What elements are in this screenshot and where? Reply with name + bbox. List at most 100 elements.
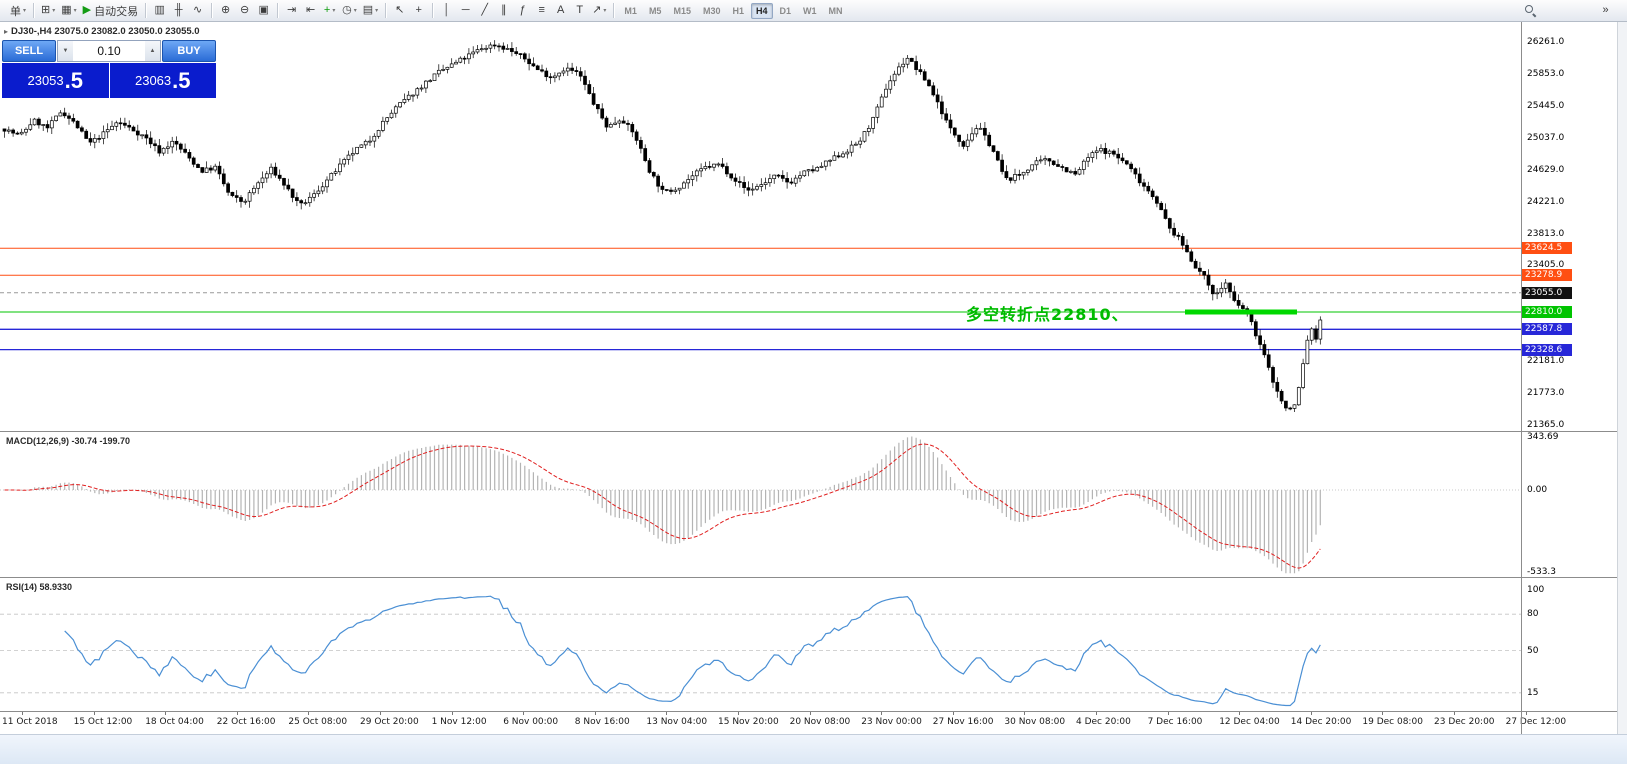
template-button[interactable]: ▤ ▾ — [360, 2, 381, 20]
timeframe-w1-button[interactable]: W1 — [798, 3, 822, 19]
vertical-line-button[interactable]: │ — [437, 2, 456, 20]
price-axis: 26261.0 25853.0 25445.0 25037.0 24629.0 24221… — [1522, 22, 1617, 734]
time-axis-label: 20 Nov 08:00 — [789, 717, 851, 727]
caret-down-icon: ▾ — [73, 8, 77, 14]
profiles-icon: ▦ — [61, 4, 72, 16]
text-button[interactable]: A — [551, 2, 570, 20]
timeframe-h1-button[interactable]: H1 — [727, 3, 749, 19]
buy-price-frac: .5 — [172, 67, 191, 93]
one-click-trading-panel: SELL ▼ ▲ BUY 23053.5 23063.5 — [2, 40, 216, 98]
time-tick — [1096, 712, 1097, 715]
period-button[interactable]: ◷ ▾ — [339, 2, 360, 20]
bar-chart-button[interactable]: ▥ — [150, 2, 169, 20]
price-axis-label: 25037.0 — [1527, 132, 1565, 143]
rsi-axis-label: 15 — [1527, 687, 1539, 698]
autotrade-button[interactable]: ▶ 自动交易 — [80, 2, 141, 20]
timeframe-h4-button[interactable]: H4 — [751, 2, 773, 19]
volume-box: ▼ ▲ — [57, 40, 161, 62]
rsi-panel[interactable] — [0, 578, 1521, 711]
rsi-indicator-label: RSI(14) 58.9330 — [6, 582, 73, 592]
time-axis-label: 11 Oct 2018 — [2, 717, 58, 727]
panel-separator[interactable] — [0, 711, 1617, 712]
time-axis-label: 8 Nov 16:00 — [574, 717, 630, 727]
sell-price-main: 23053 — [27, 73, 64, 88]
time-tick — [809, 712, 811, 715]
profiles-button[interactable]: ▦ ▾ — [58, 2, 79, 20]
horizontal-line-button[interactable]: ─ — [456, 2, 475, 20]
vertical-scrollbar[interactable] — [1617, 22, 1627, 734]
crosshair-icon: + — [415, 4, 422, 16]
timeframe-mn-button[interactable]: MN — [824, 3, 848, 19]
timeframe-m5-button[interactable]: M5 — [644, 3, 667, 19]
search-button[interactable] — [1521, 2, 1540, 20]
fibonacci-icon: ƒ — [519, 4, 526, 16]
zoom-out-icon: ⊖ — [240, 4, 250, 16]
panel-separator[interactable] — [0, 431, 1617, 432]
tile-windows-button[interactable]: ▣ — [254, 2, 273, 20]
toolbar-overflow-icon: » — [1602, 4, 1609, 16]
auto-scroll-icon: ⇥ — [287, 4, 297, 16]
bottom-strip — [0, 734, 1627, 764]
trendline-icon: ╱ — [481, 4, 488, 16]
new-order-button[interactable]: 单 ▾ — [4, 2, 29, 20]
time-tick — [1239, 712, 1241, 715]
time-axis-label: 4 Dec 20:00 — [1076, 717, 1131, 727]
time-axis-label: 23 Dec 20:00 — [1434, 717, 1495, 727]
label-button[interactable]: T — [570, 2, 589, 20]
volume-input[interactable] — [73, 41, 145, 61]
timeframe-m1-button[interactable]: M1 — [619, 3, 642, 19]
caret-down-icon: ▾ — [23, 8, 27, 14]
volume-increase-button[interactable]: ▲ — [145, 41, 160, 61]
crosshair-button[interactable]: + — [409, 2, 428, 20]
fibonacci-button[interactable]: ƒ — [513, 2, 532, 20]
timeframe-d1-button[interactable]: D1 — [775, 3, 797, 19]
macd-axis-label: 0.00 — [1527, 485, 1548, 495]
shapes-button[interactable]: ≡ — [532, 2, 551, 20]
zoom-in-button[interactable]: ⊕ — [216, 2, 235, 20]
sell-button[interactable]: SELL — [2, 40, 56, 62]
caret-down-icon: ▾ — [375, 8, 379, 14]
channel-button[interactable]: ∥ — [494, 2, 513, 20]
auto-scroll-button[interactable]: ⇥ — [282, 2, 301, 20]
sell-price-frac: .5 — [64, 67, 83, 93]
macd-panel[interactable] — [0, 432, 1521, 577]
sell-price-display[interactable]: 23053.5 — [2, 63, 109, 98]
price-level-tag: 22587.8 — [1522, 323, 1572, 336]
trendline-button[interactable]: ╱ — [475, 2, 494, 20]
price-axis-label: 21773.0 — [1527, 388, 1565, 399]
time-axis-label: 27 Nov 16:00 — [932, 717, 994, 727]
time-tick — [881, 712, 883, 715]
price-chart[interactable] — [0, 22, 1521, 431]
cursor-button[interactable]: ↖ — [390, 2, 409, 20]
zoom-out-button[interactable]: ⊖ — [235, 2, 254, 20]
arrows-button[interactable]: ↗ ▾ — [589, 2, 609, 20]
toolbar-overflow-button[interactable]: » — [1596, 2, 1615, 20]
price-axis-label: 24221.0 — [1527, 196, 1565, 207]
new-order-button-label: 单 — [10, 5, 21, 18]
price-axis-separator — [1521, 22, 1522, 734]
timeframe-m15-button[interactable]: M15 — [668, 3, 696, 19]
chart-shift-icon: ⇤ — [306, 4, 316, 16]
buy-button[interactable]: BUY — [162, 40, 216, 62]
time-tick — [451, 712, 453, 715]
price-level-tag: 23055.0 — [1522, 286, 1572, 299]
line-chart-button[interactable]: ∿ — [188, 2, 207, 20]
candlestick-chart-button[interactable]: ╫ — [169, 2, 188, 20]
add-indicator-button[interactable]: + ▾ — [320, 2, 339, 20]
new-chart-button[interactable]: ⊞ ▾ — [38, 2, 58, 20]
time-tick — [93, 712, 95, 715]
chart-shift-button[interactable]: ⇤ — [301, 2, 320, 20]
macd-indicator-label: MACD(12,26,9) -30.74 -199.70 — [6, 436, 131, 446]
time-axis-label: 6 Nov 00:00 — [503, 717, 559, 727]
time-axis-label: 29 Oct 20:00 — [360, 717, 419, 727]
time-tick — [523, 712, 525, 715]
time-axis-label: 15 Nov 20:00 — [718, 717, 779, 727]
panel-separator[interactable] — [0, 577, 1617, 578]
price-axis-label: 26261.0 — [1527, 37, 1565, 47]
autotrade-button-label: 自动交易 — [94, 5, 139, 18]
volume-decrease-button[interactable]: ▼ — [58, 41, 73, 61]
timeframe-m30-button[interactable]: M30 — [698, 3, 726, 19]
time-axis-label: 27 Dec 12:00 — [1505, 717, 1567, 727]
buy-price-display[interactable]: 23063.5 — [109, 63, 216, 98]
caret-down-icon: ▾ — [603, 8, 607, 14]
